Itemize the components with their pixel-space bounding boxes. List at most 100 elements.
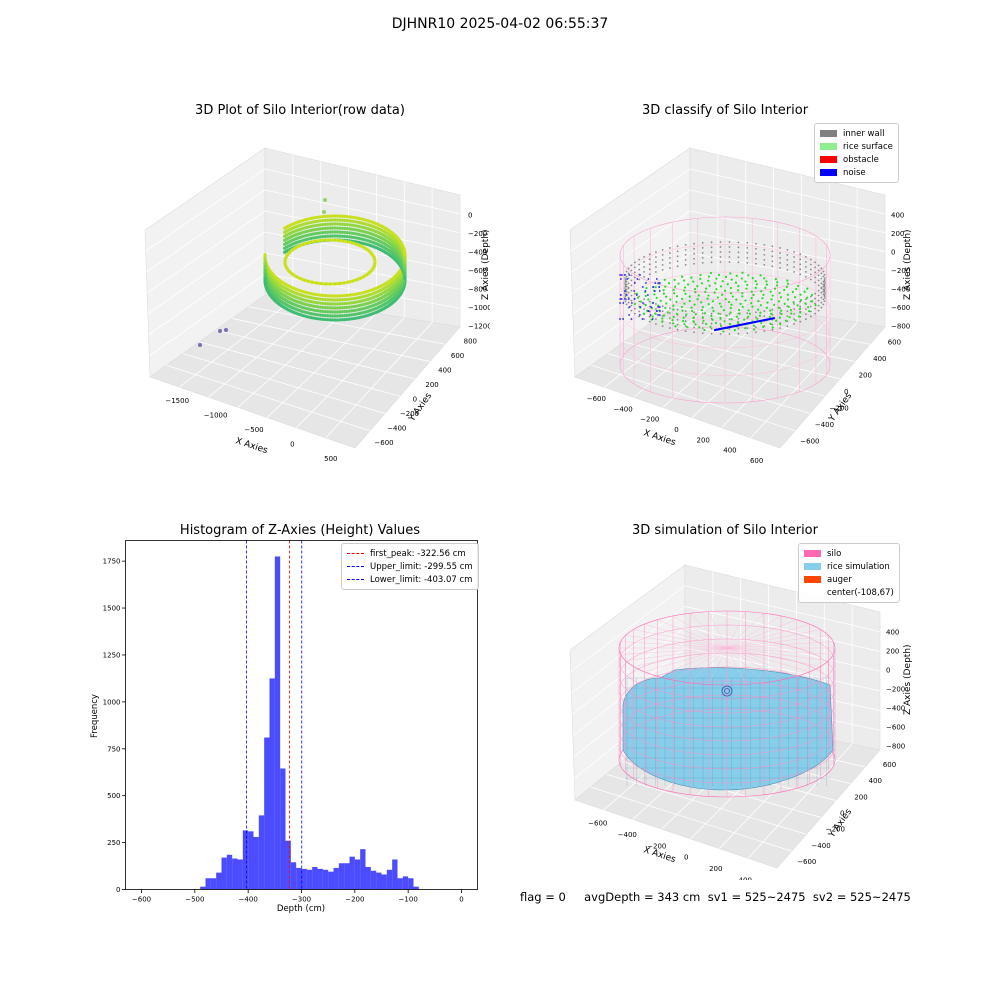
inner-wall-point xyxy=(746,312,749,314)
inner-wall-point xyxy=(728,318,731,320)
data-point xyxy=(326,222,330,226)
rice-surface-point xyxy=(720,305,723,308)
tick-label: 600 xyxy=(883,761,896,769)
data-point xyxy=(316,219,320,223)
noise-point xyxy=(644,290,647,292)
rice-surface-point xyxy=(661,317,664,320)
inner-wall-point xyxy=(822,270,825,273)
grid-line xyxy=(149,273,266,357)
tick-label: −800 xyxy=(886,743,905,751)
rice-surface-point xyxy=(807,310,811,313)
inner-wall-point xyxy=(823,273,826,276)
inner-wall-point xyxy=(793,323,796,325)
inner-wall-point xyxy=(814,297,816,300)
inner-wall-point xyxy=(710,332,713,335)
histogram-bar xyxy=(216,872,222,890)
data-point xyxy=(333,294,337,298)
rice-surface-point xyxy=(796,284,800,288)
rice-surface-point xyxy=(718,302,721,305)
inner-wall-point xyxy=(643,275,645,278)
inner-wall-point xyxy=(627,272,630,275)
rice-surface-point xyxy=(681,309,684,312)
rice-surface-point xyxy=(775,319,778,322)
data-point xyxy=(330,238,334,242)
data-point xyxy=(330,302,335,306)
inner-wall-point xyxy=(625,275,628,278)
noise-point xyxy=(620,274,623,276)
inner-wall-point xyxy=(701,262,704,264)
data-point xyxy=(330,310,335,314)
noise-point xyxy=(658,290,661,292)
rice-surface-point xyxy=(778,291,781,295)
grid-line xyxy=(570,168,691,252)
rice-surface-point xyxy=(672,315,675,319)
rice-surface-point xyxy=(772,303,776,307)
rice-surface-point xyxy=(740,277,743,280)
data-point xyxy=(321,219,325,223)
rice-surface-point xyxy=(717,273,721,276)
histogram-bar xyxy=(296,867,302,890)
tick-label: 400 xyxy=(438,366,451,374)
data-point xyxy=(335,318,340,322)
rice-surface-point xyxy=(692,316,695,319)
inner-wall-point xyxy=(661,268,664,271)
grid-line xyxy=(215,329,416,380)
rice-surface-point xyxy=(762,293,765,296)
rice-surface-point xyxy=(762,325,765,328)
data-point xyxy=(403,257,407,261)
legend-item-upper-limit: Upper_limit: -299.55 cm xyxy=(347,560,473,573)
inner-wall-point xyxy=(763,253,766,256)
tick-label: 0 xyxy=(844,388,848,396)
data-point xyxy=(314,215,318,220)
inner-wall-point xyxy=(648,320,651,323)
legend-label: rice surface xyxy=(843,141,893,152)
rice-surface-point xyxy=(680,305,683,309)
rice-surface-point xyxy=(752,328,756,331)
noise-point xyxy=(620,278,622,280)
rice-surface-point xyxy=(710,314,713,317)
grid-line xyxy=(266,312,377,418)
rice-surface-point xyxy=(792,301,795,304)
grid-line xyxy=(673,306,871,345)
rice-surface-point xyxy=(688,299,691,303)
grid-line xyxy=(640,329,841,380)
tick-label: 0 xyxy=(891,248,895,256)
inner-wall-point xyxy=(719,313,722,315)
inner-wall-point xyxy=(661,310,664,313)
tick-label: −400 xyxy=(613,405,632,413)
data-point xyxy=(323,234,327,238)
inner-wall-point xyxy=(817,309,820,312)
tick-label: −400 xyxy=(891,286,910,294)
histogram-bar xyxy=(397,878,403,890)
rice-surface-point xyxy=(675,295,679,298)
inner-wall-point xyxy=(710,256,713,259)
data-point xyxy=(340,294,344,298)
data-point xyxy=(340,318,344,322)
inner-wall-point xyxy=(719,246,722,248)
noise-point xyxy=(659,310,661,312)
histogram-bar xyxy=(317,868,323,890)
inner-wall-point xyxy=(763,258,766,261)
data-point xyxy=(340,222,344,226)
legend-item-center: center(-108,67) xyxy=(804,586,894,599)
inner-wall-point xyxy=(625,285,628,288)
legend-label: obstacle xyxy=(843,154,879,165)
data-point xyxy=(350,293,354,297)
inner-wall-point xyxy=(793,308,796,310)
data-point xyxy=(323,302,327,306)
histogram-bar xyxy=(242,830,249,890)
rice-surface-point xyxy=(665,295,668,298)
inner-wall-point xyxy=(786,310,789,313)
data-point xyxy=(352,316,356,321)
rice-surface-point xyxy=(671,319,674,322)
noise-point xyxy=(641,318,644,320)
data-point xyxy=(350,223,354,227)
plot4-axes: −600−400−2000200400−600−400−200020040060… xyxy=(569,564,913,880)
data-point xyxy=(330,234,335,238)
silo-roof-wire xyxy=(708,647,728,685)
histogram-bar xyxy=(258,815,265,890)
data-point xyxy=(323,294,327,298)
inner-wall-point xyxy=(823,278,826,281)
rice-surface-point xyxy=(636,296,640,299)
grid-line xyxy=(691,312,802,418)
